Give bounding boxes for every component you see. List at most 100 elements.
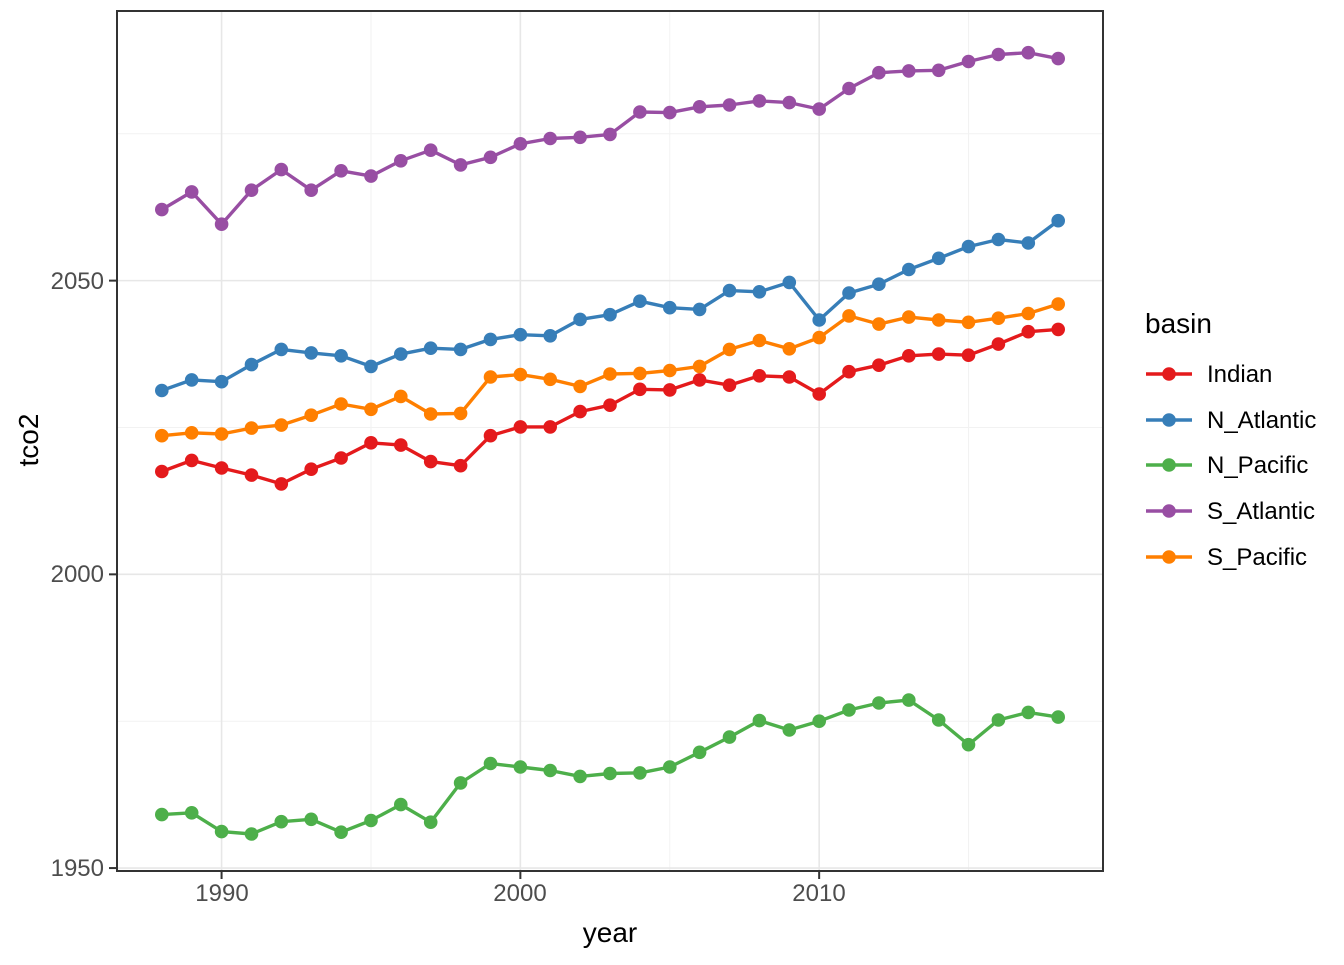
legend-title: basin: [1145, 308, 1212, 339]
data-point-N_Pacific: [961, 737, 976, 752]
data-point-N_Pacific: [304, 812, 319, 827]
x-tick-label: 1990: [195, 880, 248, 907]
data-point-S_Atlantic: [304, 183, 319, 197]
data-point-N_Pacific: [663, 760, 677, 774]
data-point-S_Atlantic: [812, 102, 826, 116]
legend-label: S_Atlantic: [1207, 498, 1315, 525]
panel-border: [116, 10, 1104, 872]
data-point-S_Pacific: [274, 418, 289, 432]
legend-label: S_Pacific: [1207, 544, 1307, 571]
data-point-Indian: [184, 453, 199, 468]
data-point-N_Atlantic: [752, 285, 767, 299]
data-point-N_Pacific: [334, 825, 348, 839]
data-point-S_Atlantic: [1051, 51, 1065, 66]
data-point-S_Atlantic: [722, 98, 737, 112]
data-point-S_Pacific: [633, 366, 647, 381]
data-point-N_Pacific: [214, 824, 229, 839]
data-point-S_Atlantic: [991, 47, 1006, 62]
data-point-S_Atlantic: [394, 154, 408, 168]
data-point-N_Pacific: [483, 756, 498, 771]
data-point-Indian: [394, 438, 408, 452]
data-point-Indian: [752, 369, 767, 383]
data-point-S_Atlantic: [214, 217, 229, 231]
legend-key-point-icon: [1162, 550, 1176, 564]
data-point-N_Atlantic: [782, 275, 797, 290]
data-point-N_Pacific: [244, 827, 259, 841]
legend-item: S_Atlantic: [1146, 498, 1315, 525]
data-point-N_Pacific: [1021, 705, 1036, 720]
data-point-N_Atlantic: [692, 302, 707, 317]
data-point-Indian: [722, 378, 737, 393]
data-point-N_Atlantic: [1021, 236, 1036, 250]
data-point-N_Pacific: [752, 713, 767, 728]
data-point-S_Atlantic: [274, 162, 289, 177]
data-point-N_Atlantic: [872, 277, 886, 292]
data-point-S_Pacific: [663, 363, 677, 378]
data-point-N_Atlantic: [633, 294, 647, 309]
data-point-N_Atlantic: [1051, 213, 1065, 228]
data-point-N_Pacific: [513, 760, 528, 774]
data-point-S_Atlantic: [244, 183, 259, 197]
data-point-S_Pacific: [722, 342, 737, 357]
data-point-Indian: [155, 464, 169, 479]
data-point-N_Atlantic: [931, 251, 946, 266]
data-point-Indian: [931, 347, 946, 361]
data-point-Indian: [364, 436, 378, 450]
data-point-N_Atlantic: [842, 286, 856, 300]
data-point-N_Atlantic: [453, 342, 468, 357]
data-point-S_Pacific: [752, 333, 767, 348]
data-point-N_Atlantic: [483, 332, 498, 347]
data-point-Indian: [842, 364, 856, 379]
data-point-N_Pacific: [155, 807, 169, 822]
legend-key-point-icon: [1162, 413, 1176, 427]
data-point-S_Atlantic: [603, 127, 617, 142]
data-point-N_Atlantic: [603, 307, 617, 322]
data-point-Indian: [991, 337, 1006, 351]
legend-item: N_Pacific: [1146, 452, 1308, 479]
data-point-Indian: [782, 370, 797, 384]
data-point-N_Atlantic: [961, 239, 976, 254]
data-point-N_Atlantic: [155, 383, 169, 398]
data-point-N_Atlantic: [244, 357, 259, 372]
data-point-N_Pacific: [1051, 710, 1065, 724]
legend: basin Indian N_Atlantic N_Pacific S_Atla…: [1145, 308, 1316, 571]
data-point-Indian: [483, 428, 498, 443]
data-point-N_Atlantic: [364, 359, 378, 374]
data-point-Indian: [812, 387, 826, 401]
data-point-Indian: [214, 461, 229, 475]
data-point-S_Pacific: [513, 367, 528, 382]
data-point-S_Atlantic: [423, 143, 438, 157]
data-point-N_Pacific: [453, 776, 468, 790]
data-point-S_Pacific: [931, 313, 946, 327]
data-point-S_Pacific: [453, 406, 468, 421]
data-point-S_Atlantic: [663, 105, 677, 120]
data-point-N_Pacific: [274, 814, 289, 829]
data-point-S_Atlantic: [513, 137, 528, 151]
data-point-S_Atlantic: [364, 169, 378, 183]
data-point-N_Pacific: [991, 713, 1006, 727]
data-point-S_Pacific: [1051, 297, 1065, 311]
data-point-Indian: [513, 420, 528, 434]
data-point-S_Atlantic: [483, 150, 498, 165]
data-point-N_Pacific: [603, 766, 617, 781]
data-point-N_Pacific: [931, 713, 946, 727]
data-point-N_Pacific: [394, 797, 408, 812]
y-tick-label: 2000: [51, 561, 104, 588]
legend-key-point-icon: [1162, 504, 1176, 518]
y-tick-label: 1950: [51, 855, 104, 882]
data-point-N_Pacific: [543, 763, 557, 778]
data-point-S_Pacific: [483, 370, 498, 384]
data-point-S_Pacific: [692, 359, 707, 374]
y-axis-title: tco2: [13, 414, 44, 467]
data-point-Indian: [961, 348, 976, 363]
data-point-N_Atlantic: [991, 232, 1006, 247]
data-point-N_Pacific: [872, 696, 886, 710]
legend-item: S_Pacific: [1146, 544, 1307, 571]
data-point-N_Atlantic: [812, 313, 826, 327]
data-point-N_Atlantic: [543, 329, 557, 343]
data-point-N_Pacific: [722, 730, 737, 744]
data-point-S_Pacific: [573, 379, 587, 394]
data-point-N_Atlantic: [394, 347, 408, 361]
